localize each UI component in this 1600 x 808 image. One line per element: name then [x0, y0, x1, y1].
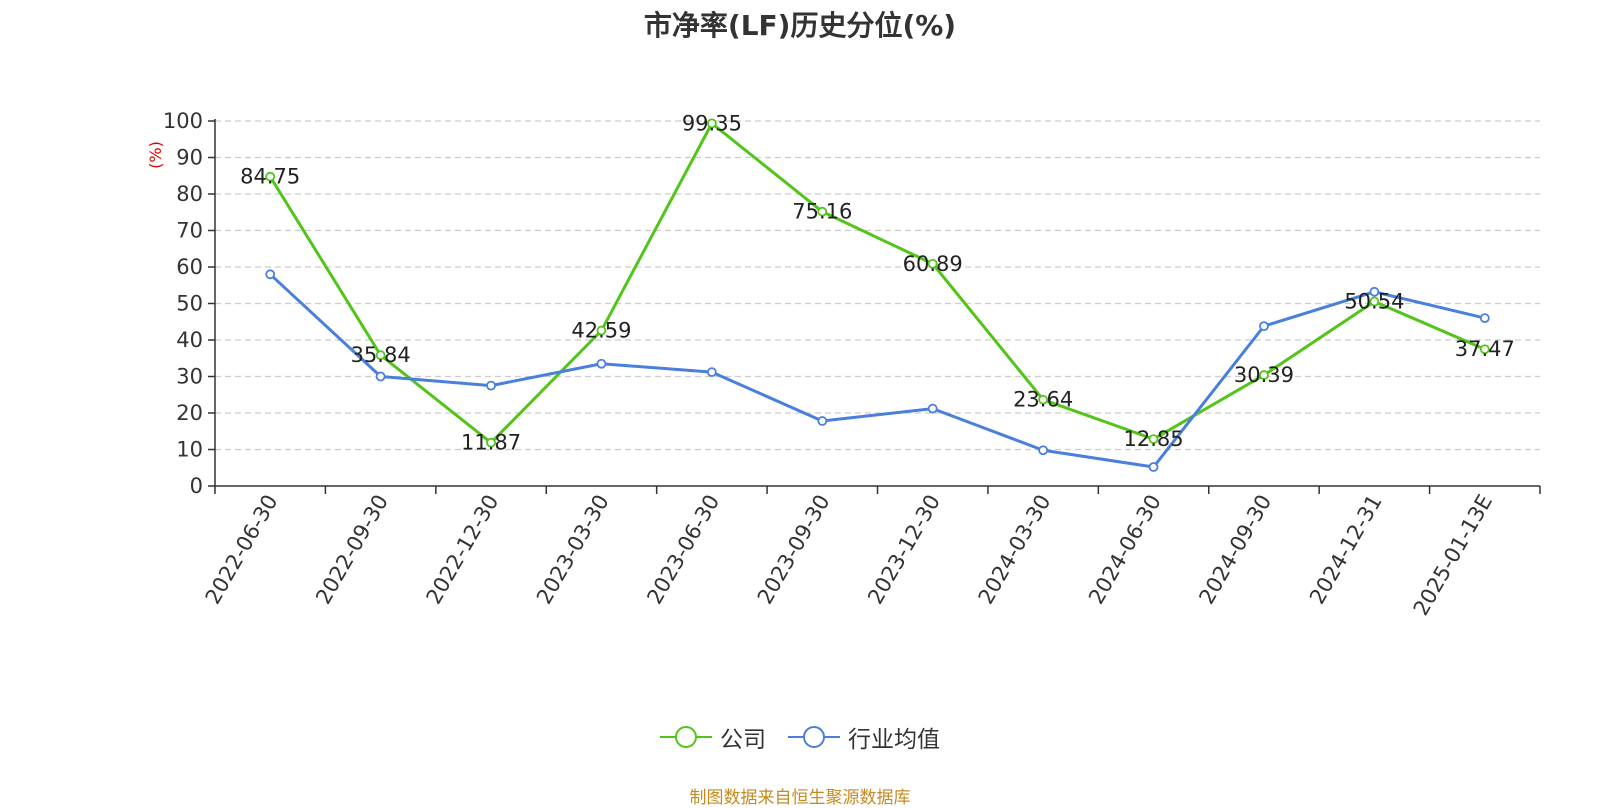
y-tick-label: 100: [163, 109, 203, 133]
y-axis-label: (%): [146, 141, 165, 169]
data-labels: 84.75 35.84 11.87 42.59 99.35 75.16 60.89 23.64…: [240, 111, 1515, 454]
x-tick-label: 2024-09-30: [1194, 491, 1276, 609]
data-point: [1038, 445, 1049, 456]
data-point: [1369, 296, 1380, 307]
x-tick-label: 2024-12-31: [1305, 491, 1387, 609]
data-point: [596, 358, 607, 369]
x-tick-label: 2023-12-30: [863, 491, 945, 609]
data-point: [1259, 321, 1269, 332]
data-label: 60.89: [903, 252, 963, 276]
x-tick-label: 2024-03-30: [974, 491, 1056, 609]
chart-title: 市净率(LF)历史分位(%): [643, 9, 957, 42]
legend-item-company[interactable]: 公司: [660, 720, 766, 754]
data-label: 84.75: [240, 165, 300, 189]
data-label: 23.64: [1013, 388, 1073, 412]
data-label: 35.84: [351, 343, 411, 367]
data-point: [817, 416, 828, 426]
data-point: [1259, 370, 1269, 380]
x-tick-label: 2022-09-30: [311, 491, 393, 609]
x-tick-label: 2024-06-30: [1084, 491, 1166, 609]
data-point: [265, 269, 276, 280]
x-tick-label: 2023-09-30: [753, 491, 835, 609]
data-point: [486, 380, 496, 391]
data-point: [596, 325, 607, 336]
data-point: [375, 350, 386, 361]
data-label: 99.35: [682, 111, 742, 135]
data-label: 42.59: [571, 319, 631, 343]
legend-label-company: 公司: [720, 727, 766, 753]
data-point: [706, 118, 717, 129]
legend-item-industry-average[interactable]: 行业均值: [788, 720, 940, 754]
data-point: [1148, 462, 1159, 472]
data-label: 37.47: [1455, 337, 1515, 361]
y-tick-label: 60: [176, 255, 203, 279]
y-tick-label: 40: [176, 328, 203, 352]
data-point: [1369, 286, 1380, 297]
x-tick-label: 2023-03-30: [532, 491, 614, 609]
data-point: [486, 437, 496, 448]
x-tick-label: 2025-01-13E: [1409, 491, 1497, 620]
y-tick-label: 80: [176, 182, 203, 206]
series-lines: [265, 118, 1490, 472]
data-label: 12.85: [1123, 427, 1183, 451]
data-label: 50.54: [1344, 290, 1404, 314]
series-line: [269, 273, 1486, 469]
y-tick-label: 90: [176, 146, 203, 170]
data-label: 11.87: [461, 431, 521, 455]
y-tick-label: 50: [176, 292, 203, 316]
y-tick-label: 70: [176, 219, 203, 243]
data-point: [927, 258, 938, 269]
legend-swatch-company: [660, 726, 712, 748]
x-tick-label: 2022-12-30: [422, 491, 504, 609]
data-point: [375, 371, 386, 382]
data-point: [817, 206, 828, 217]
x-tick-label: 2023-06-30: [642, 491, 724, 609]
data-point: [1479, 313, 1490, 324]
legend-label-industry-average: 行业均值: [848, 727, 940, 753]
x-tick-label: 2022-06-30: [201, 491, 283, 609]
grid-lines: [215, 120, 1540, 451]
y-tick-label: 0: [190, 474, 203, 498]
y-tick-label: 20: [176, 401, 203, 425]
data-point: [927, 403, 938, 414]
legend: 公司 行业均值: [0, 720, 1600, 754]
data-point: [1038, 394, 1049, 405]
legend-swatch-industry-average: [788, 726, 840, 748]
y-tick-label: 30: [176, 365, 203, 389]
data-point: [1148, 434, 1159, 444]
data-point: [265, 171, 276, 182]
data-point: [706, 367, 717, 378]
series-line: [268, 121, 1486, 445]
data-label: 30.39: [1234, 363, 1294, 387]
y-tick-label: 10: [176, 438, 203, 462]
data-source-note: 制图数据来自恒生聚源数据库: [689, 788, 911, 808]
data-point: [1479, 344, 1490, 355]
data-label: 75.16: [792, 200, 852, 224]
